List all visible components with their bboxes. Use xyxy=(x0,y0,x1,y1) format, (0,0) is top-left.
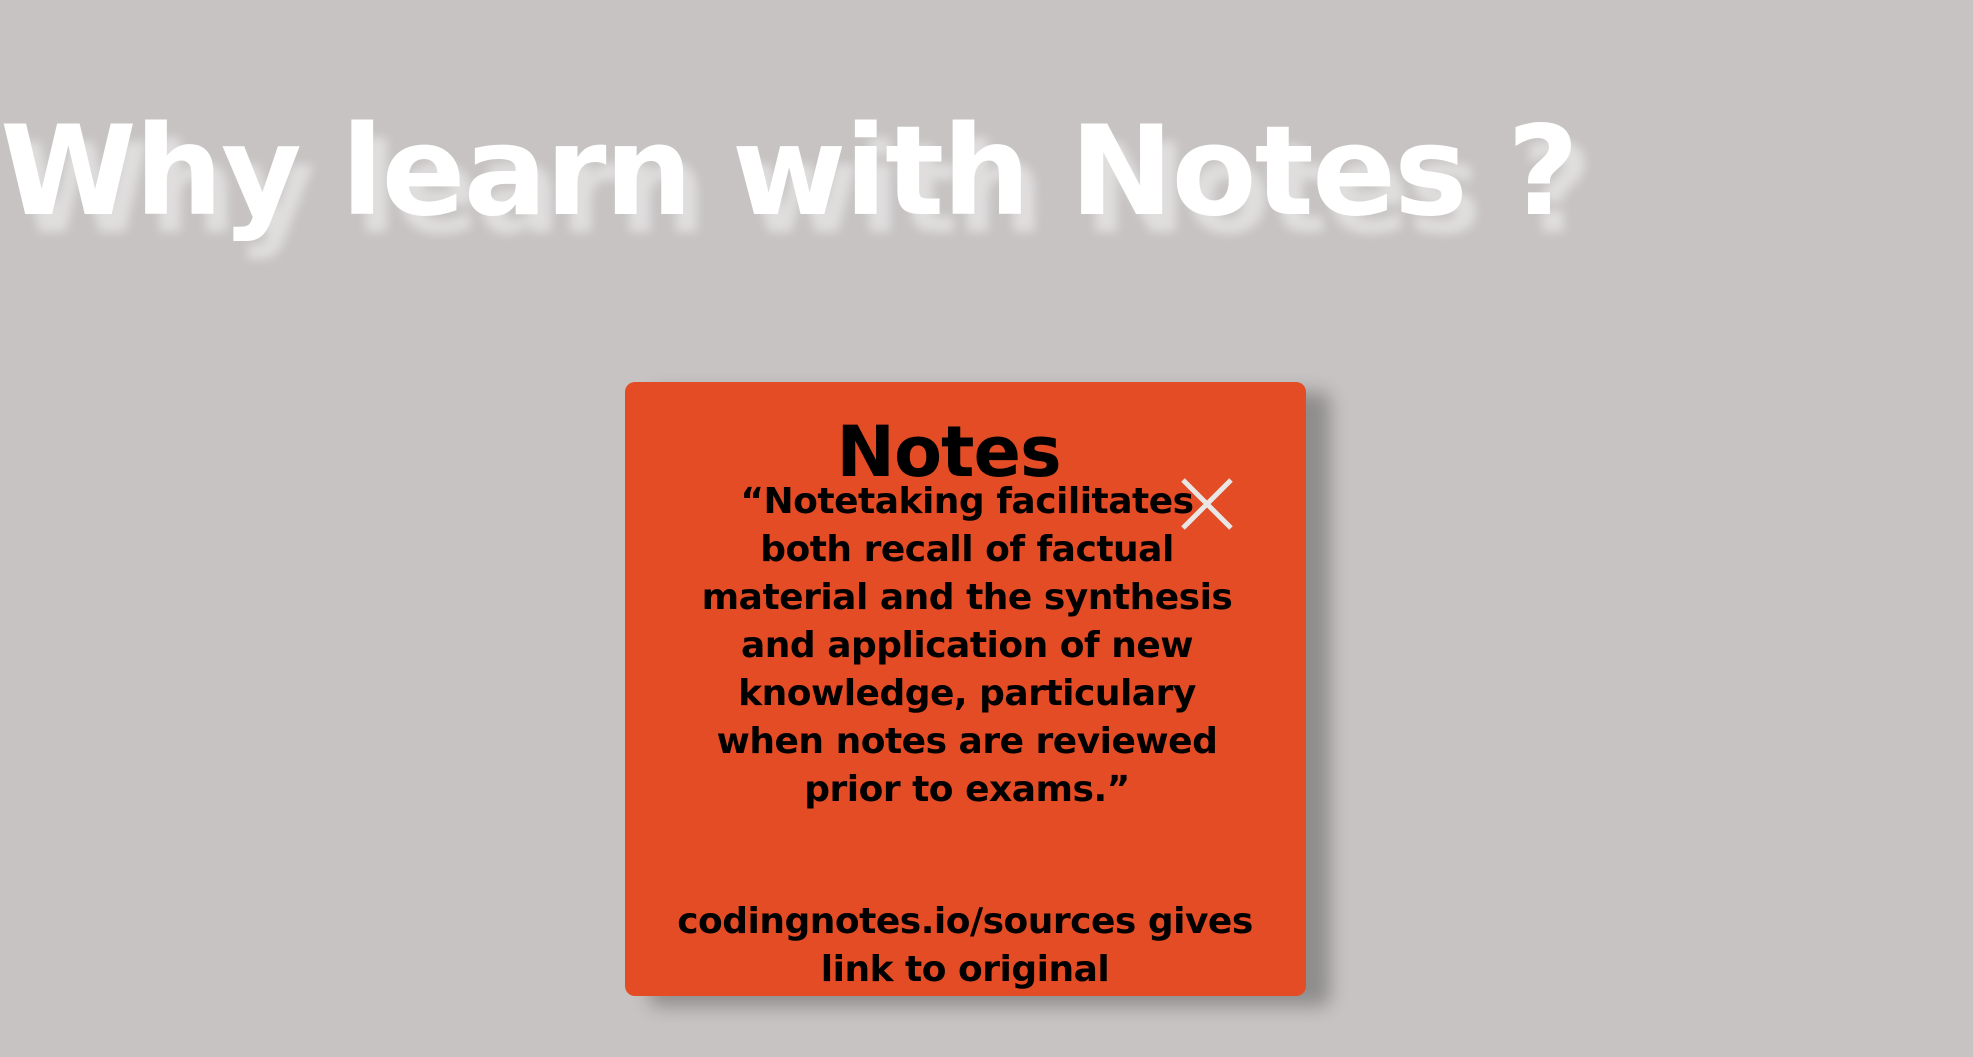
page-title: Why learn with Notes ? xyxy=(0,100,1579,244)
close-icon xyxy=(1181,478,1233,530)
quote-text: “Notetaking facilitates both recall of f… xyxy=(701,481,1233,810)
source-note: codingnotes.io/sources gives link to ori… xyxy=(677,901,1253,990)
close-button[interactable] xyxy=(1179,476,1235,532)
modal-title: Notes xyxy=(836,411,1061,493)
notes-modal: Notes “Notetaking facilitates both recal… xyxy=(625,382,1306,996)
